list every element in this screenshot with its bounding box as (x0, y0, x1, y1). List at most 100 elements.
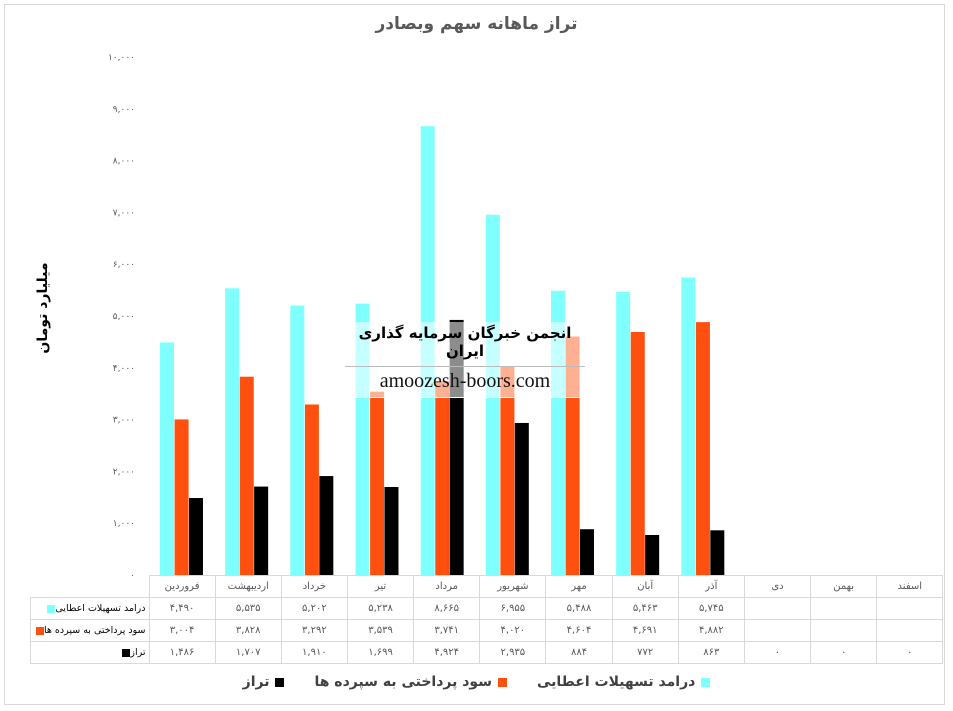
series-name: درامد تسهیلات اعطایی (55, 603, 146, 614)
category-header: مهر (545, 575, 613, 598)
y-tick-label: ۱۰,۰۰۰ (108, 53, 135, 63)
legend-swatch-icon (701, 677, 711, 687)
data-label: ۳,۷۴۱ (413, 619, 481, 642)
bar-balance (710, 530, 725, 575)
bar-interest (435, 381, 450, 575)
data-label: ۴,۹۲۴ (413, 641, 481, 664)
data-label: ۱,۹۱۰ (280, 641, 348, 664)
data-label: ۳,۵۳۹ (346, 619, 415, 642)
legend-label: تراز (242, 674, 270, 690)
category-header: تیر (346, 575, 415, 598)
bar-interest (630, 332, 645, 575)
data-label: ۴,۶۹۱ (611, 619, 679, 642)
data-label (876, 597, 944, 620)
series-name: سود پرداختی به سپرده ها (43, 625, 146, 636)
y-tick-label: ۶,۰۰۰ (113, 260, 135, 270)
chart-title: تراز ماهانه سهم وبصادر (375, 14, 578, 34)
legend-key-icon (47, 604, 56, 613)
data-label: ۰ (743, 641, 812, 664)
data-label: ۵,۴۶۳ (611, 597, 679, 620)
bar-income (225, 288, 240, 575)
y-tick-label: ۳,۰۰۰ (113, 416, 135, 426)
data-label (743, 597, 812, 620)
series-name: تراز (130, 647, 146, 658)
category-header: آذر (677, 575, 745, 598)
table-corner (30, 575, 150, 598)
chart-frame (4, 4, 945, 705)
data-table: فروردین اردیبهشت خرداد تیر مرداد شهریور مهر آبا… (30, 575, 944, 664)
y-tick-label: ۲,۰۰۰ (113, 467, 135, 477)
data-label: ۴,۴۹۰ (148, 597, 216, 620)
bar-interest (304, 404, 319, 575)
legend-label: سود پرداختی به سپرده ها (314, 674, 492, 690)
bar-income (681, 277, 696, 575)
bar-interest (500, 366, 515, 575)
data-label: ۸۶۳ (677, 641, 745, 664)
category-header: فروردین (148, 575, 216, 598)
bar-balance (514, 422, 529, 575)
legend-swatch-icon (497, 677, 507, 687)
bar-interest (370, 391, 385, 575)
series-row-header: درامد تسهیلات اعطایی (30, 597, 150, 620)
bar-income (159, 342, 174, 575)
y-tick-label: ۴,۰۰۰ (113, 364, 135, 374)
category-header: بهمن (810, 575, 878, 598)
bar-income (290, 305, 305, 575)
data-label: ۱,۴۸۶ (148, 641, 216, 664)
data-label (810, 597, 878, 620)
data-label: ۵,۴۸۸ (545, 597, 613, 620)
table-row: درامد تسهیلات اعطایی ۴,۴۹۰ ۵,۵۳۵ ۵,۲۰۲ ۵,۲۳۸… (30, 597, 944, 620)
y-tick-label: ۵,۰۰۰ (113, 312, 135, 322)
bar-balance (645, 535, 660, 575)
data-label: ۵,۲۰۲ (280, 597, 348, 620)
data-label: ۲,۹۳۵ (479, 641, 547, 664)
watermark-persian: انجمن خبرگان سرمایه گذاری ایران (345, 322, 585, 367)
data-label: ۴,۸۸۲ (677, 619, 745, 642)
category-header: مرداد (413, 575, 481, 598)
bar-balance (384, 486, 399, 575)
y-tick-label: ۱,۰۰۰ (113, 519, 135, 529)
data-label: ۳,۸۲۸ (214, 619, 282, 642)
data-label: ۱,۷۰۷ (214, 641, 282, 664)
data-label: ۸۸۴ (545, 641, 613, 664)
category-header: خرداد (280, 575, 348, 598)
category-header: اردیبهشت (214, 575, 282, 598)
watermark: انجمن خبرگان سرمایه گذاری ایران amoozesh… (345, 322, 585, 398)
legend-item: تراز (243, 674, 285, 690)
legend-key-icon (122, 648, 131, 657)
legend-label: درامد تسهیلات اعطایی (536, 674, 696, 690)
bar-balance (319, 476, 334, 575)
series-row-header: تراز (30, 641, 150, 664)
bar-balance (254, 486, 269, 575)
category-header: آبان (611, 575, 679, 598)
category-header: شهریور (479, 575, 547, 598)
legend: درامد تسهیلات اعطایی سود پرداختی به سپرده… (0, 674, 953, 690)
table-row: سود پرداختی به سپرده ها ۳,۰۰۴ ۳,۸۲۸ ۳,۲۹۲ ۳,… (30, 619, 944, 642)
y-tick-label: ۸,۰۰۰ (113, 157, 135, 167)
data-label (876, 619, 944, 642)
data-label: ۱,۶۹۹ (346, 641, 415, 664)
data-label: ۵,۵۳۵ (214, 597, 282, 620)
bar-balance (579, 529, 594, 575)
watermark-url: amoozesh-boors.com (345, 367, 585, 398)
series-row-header: سود پرداختی به سپرده ها (30, 619, 150, 642)
legend-item: سود پرداختی به سپرده ها (314, 674, 507, 690)
bar-balance (188, 498, 203, 575)
data-label: ۵,۲۳۸ (346, 597, 415, 620)
legend-key-icon (35, 626, 44, 635)
bar-income (616, 292, 631, 575)
data-label: ۳,۰۰۴ (148, 619, 216, 642)
y-tick-label: ۹,۰۰۰ (113, 105, 135, 115)
data-label: ۰ (810, 641, 878, 664)
data-label (810, 619, 878, 642)
bar-interest (174, 419, 189, 575)
data-label: ۶,۹۵۵ (479, 597, 547, 620)
data-label: ۳,۲۹۲ (280, 619, 348, 642)
data-label: ۷۷۲ (611, 641, 679, 664)
data-label: ۴,۶۰۴ (545, 619, 613, 642)
data-label: ۴,۰۲۰ (479, 619, 547, 642)
data-label: ۵,۷۴۵ (677, 597, 745, 620)
legend-item: درامد تسهیلات اعطایی (536, 674, 711, 690)
bar-interest (695, 322, 710, 575)
